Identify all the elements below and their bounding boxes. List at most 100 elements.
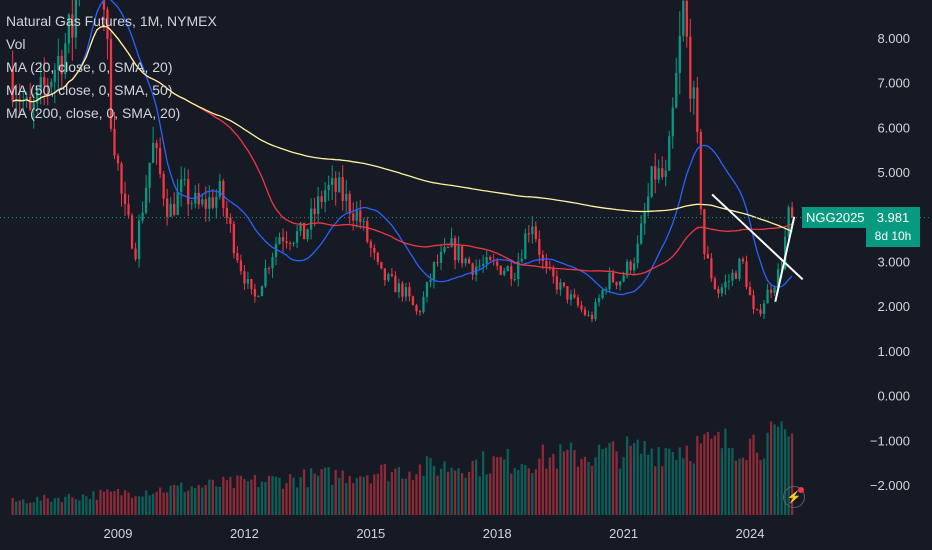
- volume-bar: [661, 466, 664, 515]
- volume-bar: [169, 485, 172, 515]
- candle: [601, 288, 604, 300]
- volume-bar: [510, 473, 513, 515]
- candle: [425, 281, 429, 303]
- candle: [243, 265, 246, 290]
- candle: [587, 310, 590, 317]
- lightning-bolt-icon[interactable]: ⚡: [783, 486, 805, 508]
- volume-bar: [755, 452, 759, 515]
- volume-bar: [148, 495, 151, 515]
- trendlines[interactable]: [711, 193, 804, 302]
- candle: [590, 311, 594, 323]
- y-tick-label: 8.000: [877, 31, 910, 46]
- candle: [759, 304, 762, 317]
- volume-bar: [453, 470, 457, 515]
- volume-bar: [218, 486, 221, 515]
- candle: [116, 153, 120, 171]
- candle: [643, 202, 646, 235]
- volume-bar: [790, 433, 794, 515]
- volume-bar: [155, 491, 158, 515]
- volume-bar: [657, 447, 660, 515]
- volume-bar: [699, 443, 702, 515]
- candle: [576, 294, 580, 308]
- volume-bar: [573, 449, 576, 515]
- volume-bar: [299, 477, 302, 515]
- legend-ma20[interactable]: MA (20, close, 0, SMA, 20): [6, 59, 173, 75]
- candle: [457, 236, 460, 264]
- candle: [158, 137, 162, 178]
- candle: [748, 281, 752, 296]
- volume-bar: [264, 482, 267, 515]
- candle: [151, 126, 155, 164]
- legend-ma50[interactable]: MA (50, close, 0, SMA, 50): [6, 82, 173, 98]
- candle: [629, 259, 632, 275]
- candle: [520, 249, 523, 264]
- candle: [745, 255, 748, 290]
- candle: [597, 294, 601, 307]
- volume-bar: [397, 466, 401, 515]
- volume-bar: [499, 456, 502, 515]
- candle: [706, 245, 710, 259]
- volume-bar: [278, 477, 281, 515]
- volume-bar: [281, 488, 285, 515]
- volume-bar: [752, 434, 755, 515]
- y-tick-label: 3.000: [877, 255, 910, 270]
- volume-bar: [285, 483, 288, 515]
- candle: [689, 18, 692, 113]
- x-tick-label: 2015: [356, 526, 385, 541]
- candle: [78, 0, 80, 7]
- volume-bar: [369, 483, 372, 515]
- legend-volume[interactable]: Vol: [6, 36, 26, 52]
- volume-bar: [295, 487, 299, 515]
- volume-bar: [474, 459, 478, 515]
- candle: [460, 245, 464, 268]
- volume-bar: [548, 457, 552, 515]
- candle: [636, 235, 639, 269]
- candle: [640, 215, 643, 246]
- candle: [397, 278, 401, 299]
- candle: [527, 224, 530, 243]
- volume-bar: [436, 475, 439, 515]
- x-tick-label: 2009: [104, 526, 133, 541]
- volume-bar: [555, 468, 559, 515]
- candle: [538, 230, 541, 264]
- legend-ma200[interactable]: MA (200, close, 0, SMA, 20): [6, 105, 181, 121]
- candle: [562, 282, 566, 288]
- volume-bar: [204, 485, 207, 515]
- candle: [671, 97, 674, 149]
- volume-bar: [415, 474, 418, 515]
- candle: [387, 272, 390, 282]
- volume-bar: [460, 473, 464, 515]
- candle: [271, 252, 274, 278]
- volume-bar: [720, 448, 724, 515]
- candle: [327, 175, 330, 201]
- candle: [106, 6, 109, 60]
- volume-bar: [313, 473, 316, 515]
- candle: [46, 77, 49, 106]
- candle: [302, 222, 306, 240]
- volume-bar: [731, 447, 734, 515]
- candle: [594, 298, 597, 322]
- candle: [531, 216, 534, 244]
- candle: [755, 308, 759, 311]
- volume-bar: [457, 468, 460, 515]
- volume-bar: [615, 451, 618, 515]
- volume-bar: [53, 498, 56, 515]
- trendline[interactable]: [774, 216, 796, 302]
- volume-bar: [566, 449, 569, 515]
- candle: [489, 255, 492, 261]
- volume-bar: [629, 445, 632, 515]
- volume-bar: [309, 468, 313, 515]
- time-axis[interactable]: 2009 2012 2015 2018 2021 2024: [104, 526, 765, 541]
- volume-bar: [22, 499, 25, 515]
- volume-bar: [467, 471, 471, 515]
- candle: [573, 288, 576, 299]
- volume-bar: [675, 459, 678, 515]
- volume-bar: [64, 496, 67, 515]
- candle: [699, 128, 702, 216]
- volume-bar: [92, 491, 95, 515]
- trendline[interactable]: [711, 193, 804, 281]
- symbol-title[interactable]: Natural Gas Futures, 1M, NYMEX: [6, 13, 217, 29]
- price-axis[interactable]: 8.0007.0006.0005.0004.0003.0002.0001.000…: [870, 31, 910, 493]
- volume-bar: [71, 497, 74, 515]
